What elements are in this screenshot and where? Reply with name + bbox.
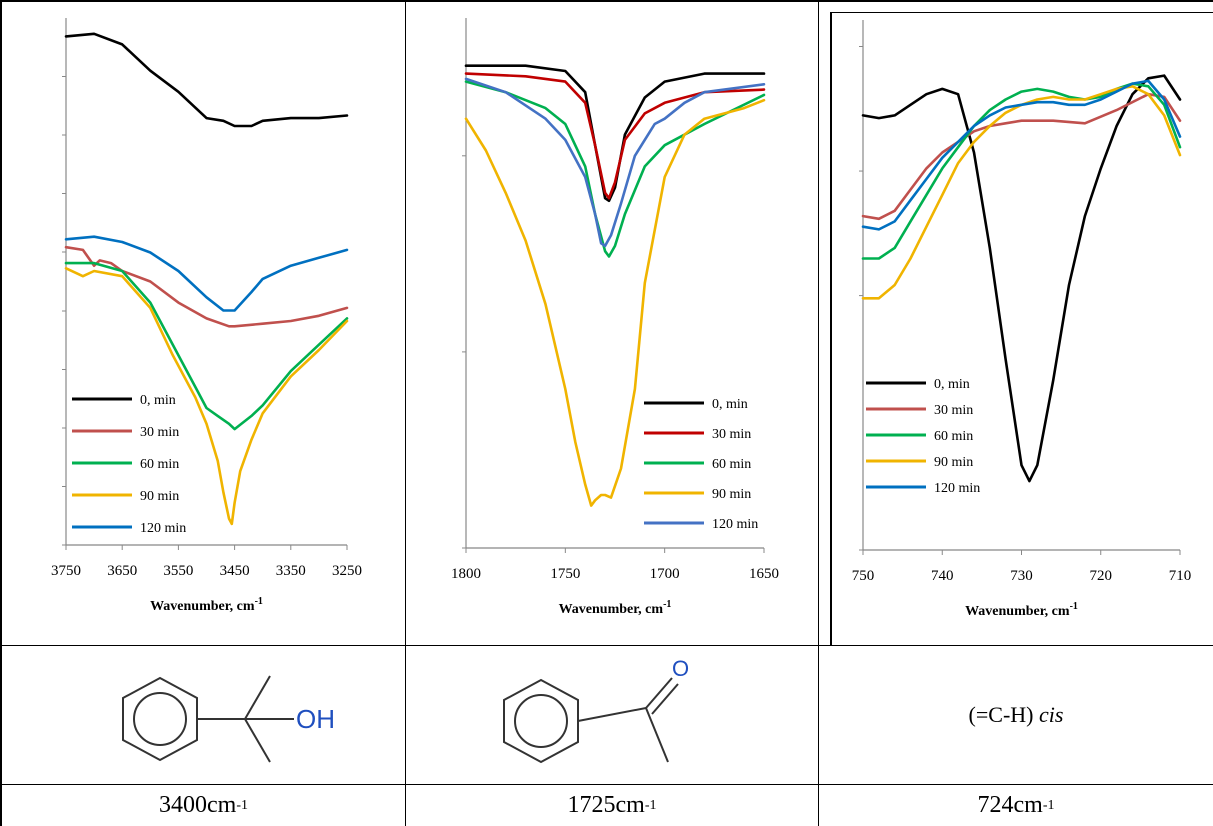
series-line-4	[861, 79, 1182, 231]
x-tick-label: 1750	[550, 566, 580, 582]
cis-cell: (=C-H) cis	[819, 646, 1213, 784]
x-tick-label: 3750	[51, 563, 81, 579]
frequency-value-2: 1725cm	[567, 792, 645, 818]
chart-3400-region: 3750 3650 3550 3450 3350 3250 Wavenumber, cm-1…	[51, 18, 362, 614]
x-tick-label: 730	[1010, 568, 1033, 584]
carbonyl-label: O	[672, 656, 689, 681]
legend-label: 90 min	[712, 487, 751, 502]
x-tick-label: 1650	[749, 566, 779, 582]
frequency-cell-1: 3400cm -1	[2, 785, 405, 826]
hydroxyl-label: OH	[296, 704, 335, 734]
table-border-top	[0, 0, 1213, 2]
x-tick-label: 3550	[163, 563, 193, 579]
x-tick-label: 3450	[220, 563, 250, 579]
series-line-2	[861, 82, 1182, 260]
series-line-3	[861, 85, 1182, 300]
row-divider-1	[0, 645, 1213, 646]
table-border-left	[0, 0, 2, 826]
x-tick-label: 750	[852, 568, 875, 584]
x-axis-label: Wavenumber, cm-1	[559, 599, 672, 617]
cis-prefix: (=C-H)	[968, 702, 1039, 727]
cis-italic: cis	[1039, 702, 1064, 727]
table-divider-1	[405, 0, 406, 826]
series-line-3	[64, 266, 349, 526]
x-axis-label: Wavenumber, cm-1	[150, 596, 263, 614]
frequency-sup-1: -1	[236, 797, 248, 813]
series-line-4	[464, 77, 766, 248]
legend-label: 60 min	[934, 429, 973, 444]
legend-label: 120 min	[934, 481, 980, 496]
table-divider-2b	[830, 12, 832, 646]
legend-label: 30 min	[712, 427, 751, 442]
legend-label: 0, min	[934, 377, 970, 392]
table-divider-2a	[818, 0, 819, 826]
x-tick-label: 720	[1090, 568, 1113, 584]
x-axis-label: Wavenumber, cm-1	[965, 601, 1078, 619]
series-line-2	[464, 80, 766, 258]
legend-label: 30 min	[934, 403, 973, 418]
x-tick-label: 3650	[107, 563, 137, 579]
frequency-value-1: 3400cm	[159, 792, 237, 818]
frequency-value-3: 724cm	[977, 792, 1043, 818]
legend-label: 90 min	[934, 455, 973, 470]
chart-1725-region: 1800 1750 1700 1650 Wavenumber, cm-1 0, min 30…	[451, 18, 779, 617]
legend-label: 60 min	[712, 457, 751, 472]
series-line-1	[464, 72, 766, 200]
legend-label: 0, min	[140, 393, 176, 408]
series-line-0	[464, 64, 766, 203]
series-line-0	[861, 74, 1182, 483]
legend-label: 60 min	[140, 457, 179, 472]
x-tick-label: 3350	[276, 563, 306, 579]
series-line-0	[64, 32, 349, 128]
x-tick-label: 710	[1169, 568, 1192, 584]
series-line-3	[464, 98, 766, 507]
ketone-structure: O	[503, 656, 689, 764]
x-tick-label: 1800	[451, 566, 481, 582]
frequency-sup-3: -1	[1042, 797, 1055, 813]
frequency-cell-3: 724cm -1	[819, 785, 1213, 826]
legend-label: 90 min	[140, 489, 179, 504]
frequency-sup-2: -1	[644, 797, 657, 813]
legend-label: 0, min	[712, 397, 748, 412]
legend-label: 120 min	[712, 517, 758, 532]
alcohol-structure: OH	[122, 675, 335, 763]
x-tick-label: 740	[931, 568, 954, 584]
x-tick-label: 1700	[650, 566, 680, 582]
chart3-box-top	[830, 12, 1213, 13]
chart-724-region: 750 740 730 720 710 Wavenumber, cm-1 0, min 30 …	[852, 20, 1192, 619]
series-line-4	[64, 235, 349, 312]
legend-label: 30 min	[140, 425, 179, 440]
legend-label: 120 min	[140, 521, 186, 536]
x-tick-label: 3250	[332, 563, 362, 579]
row-divider-2	[0, 784, 1213, 785]
frequency-cell-2: 1725cm -1	[406, 785, 818, 826]
series-line-2	[64, 261, 349, 431]
